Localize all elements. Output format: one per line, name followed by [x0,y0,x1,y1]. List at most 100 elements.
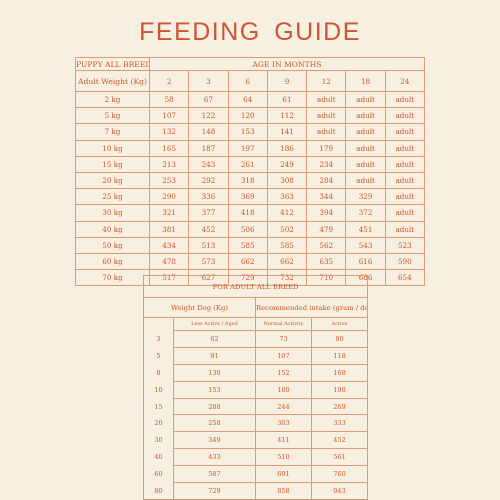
adult-column-row: Less Active / Aged Normal Activity Activ… [143,317,369,331]
feeding-amount-cell: 308 [266,171,308,190]
feeding-amount-cell: 513 [188,236,229,254]
feeding-amount-cell: 478 [148,252,190,271]
less-active-cell: 349 [173,431,256,450]
feeding-amount-cell: adult [384,90,426,109]
feeding-amount-cell: adult [306,123,347,141]
feeding-amount-cell: 635 [306,252,347,271]
adult-weight-label: Adult Weight (Kg) [75,70,150,92]
normal-activity-cell: 858 [255,482,312,500]
feeding-amount-cell: adult [384,123,426,141]
feeding-amount-cell: adult [345,155,386,173]
table-row: 10 153 180 198 [143,380,369,399]
weight-cell: 20 kg [75,171,150,190]
table-row: 40 kg 381 452 506 502 479 451 adult [75,220,426,238]
feeding-amount-cell: adult [384,155,426,173]
normal-activity-cell: 411 [255,431,312,450]
feeding-amount-cell: 502 [266,220,308,238]
recommended-intake-label: Recommended intake (gram / day) [254,297,369,318]
table-row: 40 433 510 561 [143,448,369,467]
feeding-amount-cell: 61 [266,90,308,109]
weight-dog-label: Weight Dog (Kg) [143,297,256,318]
feeding-amount-cell: 112 [266,107,308,125]
feeding-amount-cell: adult [306,107,347,125]
table-row: 8 130 152 168 [143,363,369,382]
feeding-amount-cell: 261 [227,155,268,173]
table-row: 2 kg 58 67 64 61 adult adult adult [75,90,426,109]
weight-cell: 15 kg [75,155,150,173]
feeding-amount-cell: 67 [188,90,229,109]
feeding-amount-cell: 107 [148,107,190,125]
feeding-amount-cell: adult [384,171,426,190]
feeding-amount-cell: 132 [148,123,190,141]
active-cell: 760 [310,465,369,484]
table-row: 3 62 73 80 [143,330,369,348]
feeding-amount-cell: 187 [188,139,229,157]
weight-cell: 50 kg [75,236,150,254]
feeding-amount-cell: 506 [227,220,268,238]
table-row: 5 kg 107 122 120 112 adult adult adult [75,107,426,125]
feeding-amount-cell: 321 [148,204,190,222]
normal-activity-cell: 510 [255,448,312,467]
table-row: 15 208 244 269 [143,397,369,416]
normal-activity-cell: 244 [255,397,312,416]
feeding-amount-cell: 234 [306,155,347,173]
feeding-amount-cell: adult [384,220,426,238]
table-row: 20 258 303 333 [143,414,369,433]
feeding-amount-cell: 452 [188,220,229,238]
feeding-amount-cell: adult [345,171,386,190]
active-cell: 943 [310,482,369,500]
feeding-amount-cell: adult [384,204,426,222]
adult-breed-label: FOR ADULT ALL BREED [142,275,369,298]
weight-cell: 7 kg [75,123,150,141]
table-row: 30 349 411 452 [143,431,369,450]
feeding-amount-cell: 381 [148,220,190,238]
active-cell: 80 [310,330,369,348]
less-active-cell: 153 [173,380,256,399]
active-cell: 168 [310,363,369,382]
table-row: 7 kg 132 148 153 141 adult adult adult [75,123,426,141]
weight-cell: 10 [143,381,174,399]
table-row: 60 587 691 760 [143,465,369,484]
less-active-cell: 130 [173,363,256,382]
feeding-amount-cell: 253 [148,171,190,190]
normal-activity-cell: 691 [255,465,312,484]
less-active-label: Less Active / Aged [173,317,256,331]
table-row: 10 kg 165 187 197 186 179 adult adult [75,139,426,157]
feeding-amount-cell: 412 [266,204,308,222]
less-active-cell: 258 [173,414,256,433]
feeding-amount-cell: 616 [345,252,386,271]
table-row: 80 729 858 943 [143,482,369,500]
puppy-months-row: Adult Weight (Kg) 2 3 6 9 12 18 24 [75,70,426,92]
weight-cell: 15 [143,398,174,415]
feeding-amount-cell: 284 [306,171,347,190]
feeding-amount-cell: adult [384,107,426,125]
month-header: 9 [266,70,308,92]
feeding-amount-cell: 329 [345,188,386,206]
normal-activity-cell: 107 [255,346,312,365]
feeding-amount-cell: 153 [227,123,268,141]
feeding-amount-cell: 249 [266,155,308,173]
active-label: Active [310,317,369,331]
weight-cell: 70 kg [75,269,150,287]
weight-cell: 60 [143,465,174,483]
feeding-amount-cell: 523 [384,236,426,254]
feeding-amount-cell: 654 [384,269,426,287]
weight-cell: 3 [143,330,174,348]
month-header: 18 [345,70,386,92]
feeding-amount-cell: 543 [345,236,386,254]
feeding-amount-cell: 369 [227,188,268,206]
table-row: 15 kg 213 243 261 249 234 adult adult [75,155,426,173]
feeding-amount-cell: 165 [148,139,190,157]
less-active-cell: 91 [173,346,256,365]
feeding-amount-cell: 573 [188,252,229,271]
feeding-amount-cell: 122 [188,107,229,125]
table-row: 20 kg 253 292 318 308 284 adult adult [75,171,426,190]
feeding-amount-cell: 377 [188,204,229,222]
feeding-amount-cell: 662 [266,252,308,271]
feeding-amount-cell: adult [384,188,426,206]
feeding-amount-cell: 434 [148,236,190,254]
feeding-amount-cell: 418 [227,204,268,222]
feeding-amount-cell: 58 [148,90,190,109]
active-cell: 561 [310,448,369,467]
feeding-amount-cell: 318 [227,171,268,190]
